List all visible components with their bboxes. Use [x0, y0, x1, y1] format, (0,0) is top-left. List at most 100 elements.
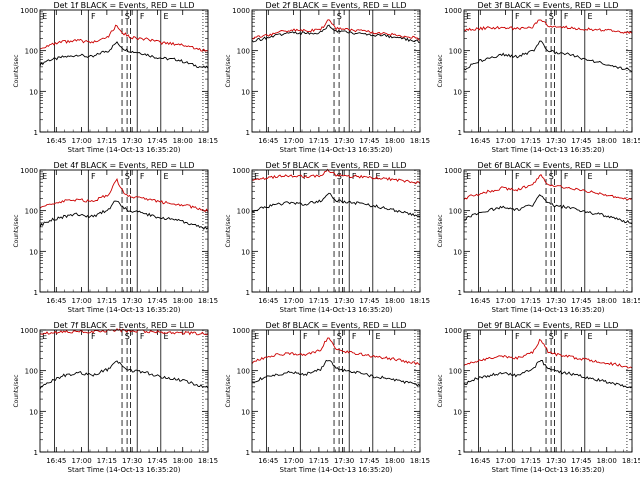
x-tick-label: 17:15 — [309, 457, 329, 465]
chart-panel-5: Det 5f BLACK = Events, RED = LLD 1 10 100 10… — [225, 161, 430, 314]
x-tick-label: 18:15 — [198, 297, 218, 305]
y-tick-label: 1000 — [444, 327, 462, 335]
x-tick-label: 16:45 — [258, 137, 278, 145]
x-tick-label: 17:15 — [309, 297, 329, 305]
y-tick-label: 10 — [453, 88, 462, 96]
x-tick-label: 17:45 — [359, 137, 379, 145]
region-label: F — [140, 172, 145, 181]
region-label: E — [587, 332, 592, 341]
region-label: F — [515, 172, 520, 181]
x-tick-label: 17:45 — [147, 457, 167, 465]
x-tick-label: 16:45 — [258, 457, 278, 465]
chart-panel-7: Det 7f BLACK = Events, RED = LLD 1 10 100 10… — [13, 321, 218, 474]
x-tick-label: 17:00 — [495, 297, 515, 305]
x-tick-label: 18:15 — [622, 297, 640, 305]
y-tick-label: 1000 — [232, 167, 250, 175]
x-axis-label: Start Time (14-Oct-13 16:35:20) — [280, 306, 393, 314]
x-tick-label: 16:45 — [470, 137, 490, 145]
region-label: E — [587, 172, 592, 181]
x-tick-label: 17:45 — [571, 137, 591, 145]
region-label: F — [91, 12, 96, 21]
region-label: S — [337, 172, 342, 181]
x-tick-label: 18:00 — [173, 297, 193, 305]
region-label: E — [42, 172, 47, 181]
y-axis-label: Counts/sec — [437, 374, 444, 407]
x-tick-label: 18:15 — [410, 457, 430, 465]
y-tick-label: 1 — [34, 289, 38, 297]
x-tick-label: 18:00 — [173, 457, 193, 465]
region-label: E — [254, 332, 259, 341]
chart-title: Det 7f BLACK = Events, RED = LLD — [53, 321, 194, 330]
region-label: E — [466, 332, 471, 341]
region-label: E — [466, 12, 471, 21]
x-tick-label: 17:30 — [122, 457, 142, 465]
x-tick-label: 17:15 — [97, 137, 117, 145]
y-tick-label: 1000 — [20, 327, 38, 335]
x-tick-label: 18:00 — [385, 297, 405, 305]
chart-panel-2: Det 2f BLACK = Events, RED = LLD 1 10 100 10… — [225, 1, 430, 154]
x-tick-label: 17:00 — [71, 137, 91, 145]
x-axis-label: Start Time (14-Oct-13 16:35:20) — [68, 146, 181, 154]
region-label: S — [549, 172, 554, 181]
chart-panel-6: Det 6f BLACK = Events, RED = LLD 1 10 100 10… — [437, 161, 640, 314]
series-line-lld — [463, 174, 633, 201]
x-tick-label: 18:15 — [410, 137, 430, 145]
y-tick-label: 1 — [246, 289, 250, 297]
y-tick-label: 1000 — [232, 7, 250, 15]
series-line-events — [39, 360, 209, 390]
series-line-lld — [39, 328, 209, 336]
series-line-events — [463, 194, 633, 225]
y-axis-label: Counts/sec — [225, 214, 232, 247]
region-label: E — [163, 12, 168, 21]
series-line-events — [251, 192, 421, 218]
x-axis-label: Start Time (14-Oct-13 16:35:20) — [492, 466, 605, 474]
y-tick-label: 1000 — [444, 167, 462, 175]
x-tick-label: 17:45 — [359, 457, 379, 465]
x-axis-label: Start Time (14-Oct-13 16:35:20) — [68, 466, 181, 474]
y-tick-label: 10 — [241, 248, 250, 256]
x-tick-label: 17:45 — [359, 297, 379, 305]
x-tick-label: 17:00 — [71, 457, 91, 465]
region-label: E — [254, 172, 259, 181]
region-label: F — [515, 12, 520, 21]
x-tick-label: 17:00 — [283, 137, 303, 145]
y-tick-label: 100 — [449, 208, 462, 216]
region-label: S — [549, 12, 554, 21]
x-tick-label: 17:00 — [283, 297, 303, 305]
x-axis-label: Start Time (14-Oct-13 16:35:20) — [68, 306, 181, 314]
y-tick-label: 100 — [449, 48, 462, 56]
y-tick-label: 1 — [246, 449, 250, 457]
region-label: E — [163, 172, 168, 181]
region-label: S — [549, 332, 554, 341]
x-tick-label: 18:15 — [198, 137, 218, 145]
y-tick-label: 1000 — [444, 7, 462, 15]
series-line-events — [463, 40, 633, 72]
y-tick-label: 10 — [241, 408, 250, 416]
series-line-events — [463, 360, 633, 389]
x-axis-label: Start Time (14-Oct-13 16:35:20) — [280, 466, 393, 474]
chart-panel-1: Det 1f BLACK = Events, RED = LLD 1 10 100 10… — [13, 1, 218, 154]
x-tick-label: 16:45 — [258, 297, 278, 305]
region-label: F — [91, 332, 96, 341]
x-tick-label: 17:00 — [495, 137, 515, 145]
chart-panel-4: Det 4f BLACK = Events, RED = LLD 1 10 100 10… — [13, 161, 218, 314]
chart-title: Det 4f BLACK = Events, RED = LLD — [53, 161, 194, 170]
chart-title: Det 8f BLACK = Events, RED = LLD — [265, 321, 406, 330]
y-tick-label: 10 — [29, 248, 38, 256]
y-axis-label: Counts/sec — [13, 374, 20, 407]
x-tick-label: 17:45 — [571, 297, 591, 305]
region-label: F — [352, 332, 357, 341]
chart-title: Det 5f BLACK = Events, RED = LLD — [265, 161, 406, 170]
y-tick-label: 1 — [34, 129, 38, 137]
region-label: S — [125, 332, 130, 341]
x-tick-label: 17:00 — [71, 297, 91, 305]
x-tick-label: 17:15 — [521, 137, 541, 145]
x-tick-label: 17:45 — [147, 297, 167, 305]
y-tick-label: 10 — [29, 408, 38, 416]
x-tick-label: 17:15 — [97, 297, 117, 305]
region-label: F — [564, 172, 569, 181]
y-tick-label: 100 — [449, 368, 462, 376]
region-label: S — [125, 172, 130, 181]
x-tick-label: 17:30 — [334, 137, 354, 145]
